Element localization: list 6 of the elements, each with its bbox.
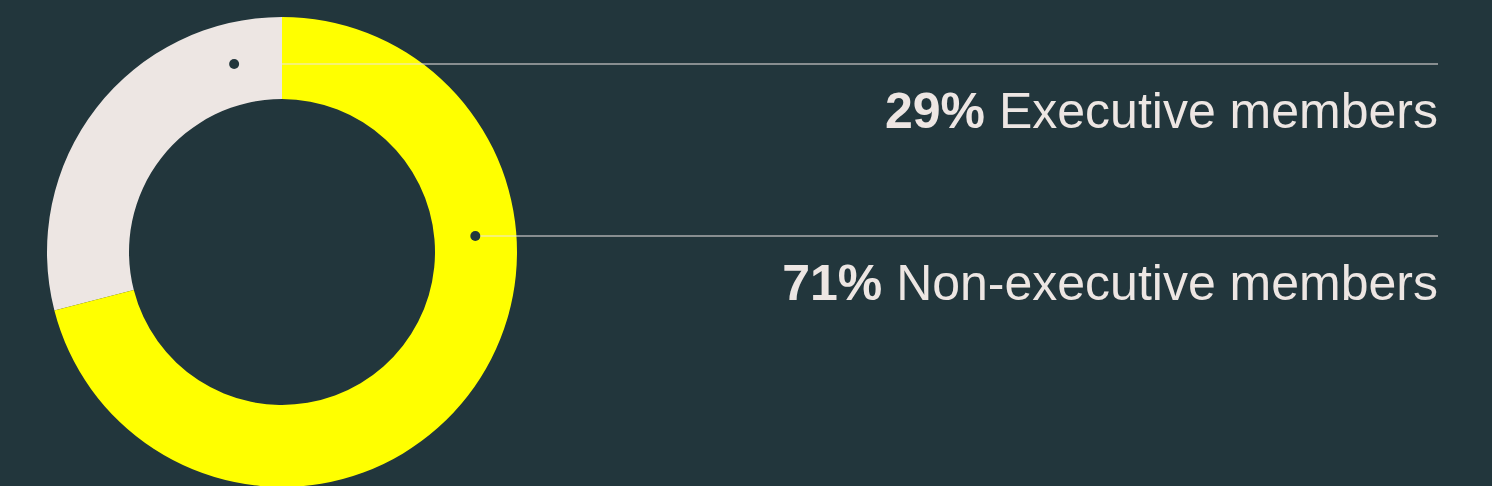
data-label: 71%	[782, 255, 883, 311]
donut-slice	[47, 17, 282, 311]
donut-slice	[54, 17, 517, 486]
data-label: 29%	[884, 83, 986, 139]
slice-label: Non-executive members	[882, 255, 1438, 311]
slice-label: Executive members	[985, 83, 1438, 139]
